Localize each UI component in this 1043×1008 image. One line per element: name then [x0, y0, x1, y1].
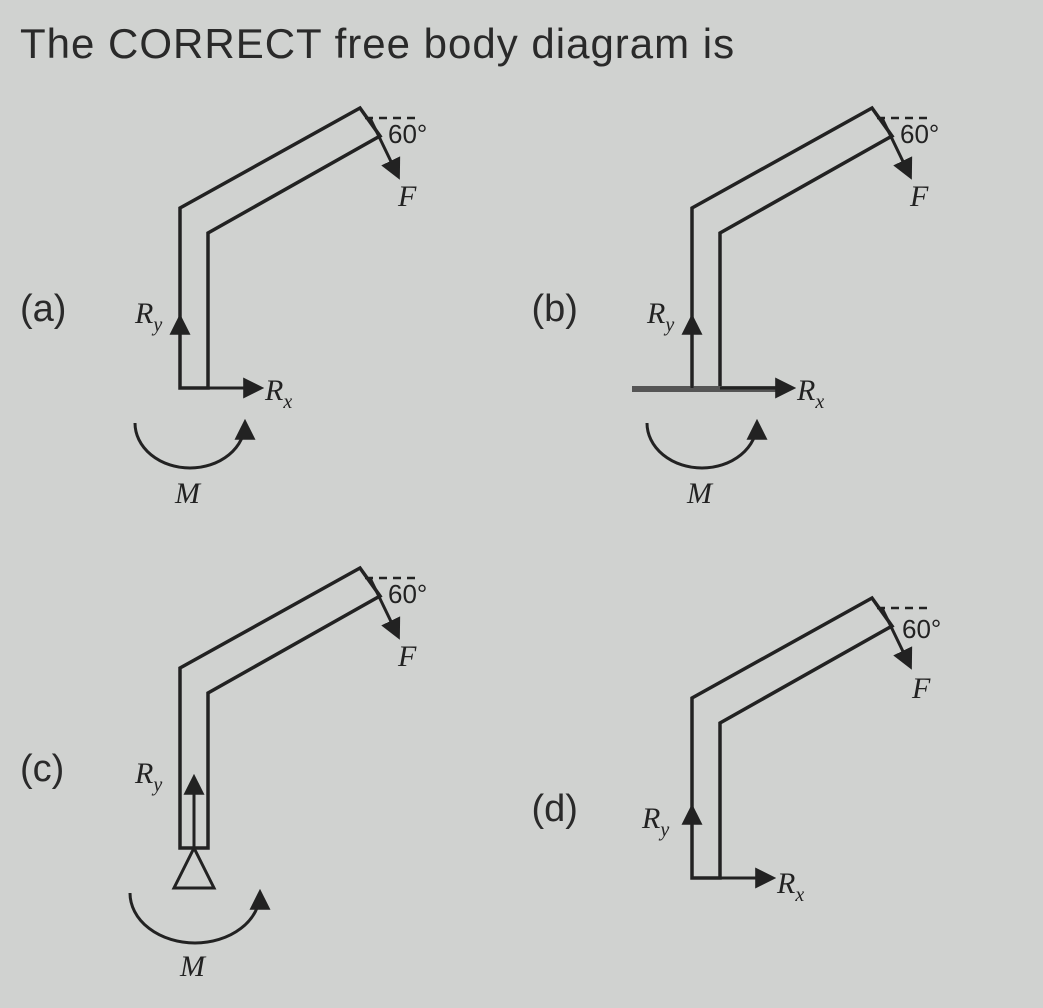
rx-a: Rx — [264, 374, 292, 413]
option-b-label: (b) — [532, 288, 578, 331]
option-a: (a) 60° F Ry Rx M — [20, 88, 512, 528]
diagram-d: 60° F Ry Rx — [592, 548, 1032, 988]
option-b: (b) 60° F Ry Rx M — [532, 88, 1024, 528]
angle-d: 60° — [902, 614, 941, 644]
angle-b: 60° — [900, 119, 939, 149]
diagram-c: 60° F Ry M — [80, 548, 520, 988]
pin-c — [174, 848, 214, 888]
force-d: F — [911, 672, 931, 705]
angle-a: 60° — [388, 119, 427, 149]
force-c: F — [397, 640, 417, 673]
ry-c: Ry — [134, 757, 162, 796]
rx-b: Rx — [796, 374, 824, 413]
option-d-label: (d) — [532, 788, 578, 831]
option-a-label: (a) — [20, 288, 66, 331]
diagram-b: 60° F Ry Rx M — [592, 88, 1032, 528]
ry-a: Ry — [134, 297, 162, 336]
rx-d: Rx — [776, 867, 804, 906]
options-grid: (a) 60° F Ry Rx M ( — [20, 88, 1023, 988]
option-d: (d) 60° F Ry Rx — [532, 548, 1024, 988]
ry-d: Ry — [641, 802, 669, 841]
force-b: F — [909, 180, 929, 213]
option-c-label: (c) — [20, 748, 64, 791]
angle-c: 60° — [388, 579, 427, 609]
diagram-a: 60° F Ry Rx M — [80, 88, 520, 528]
force-a: F — [397, 180, 417, 213]
moment-c: M — [179, 950, 207, 983]
moment-a: M — [174, 477, 202, 510]
option-c: (c) 60° F Ry M — [20, 548, 512, 988]
question-text: The CORRECT free body diagram is — [20, 20, 1023, 68]
ry-b: Ry — [646, 297, 674, 336]
moment-b: M — [686, 477, 714, 510]
